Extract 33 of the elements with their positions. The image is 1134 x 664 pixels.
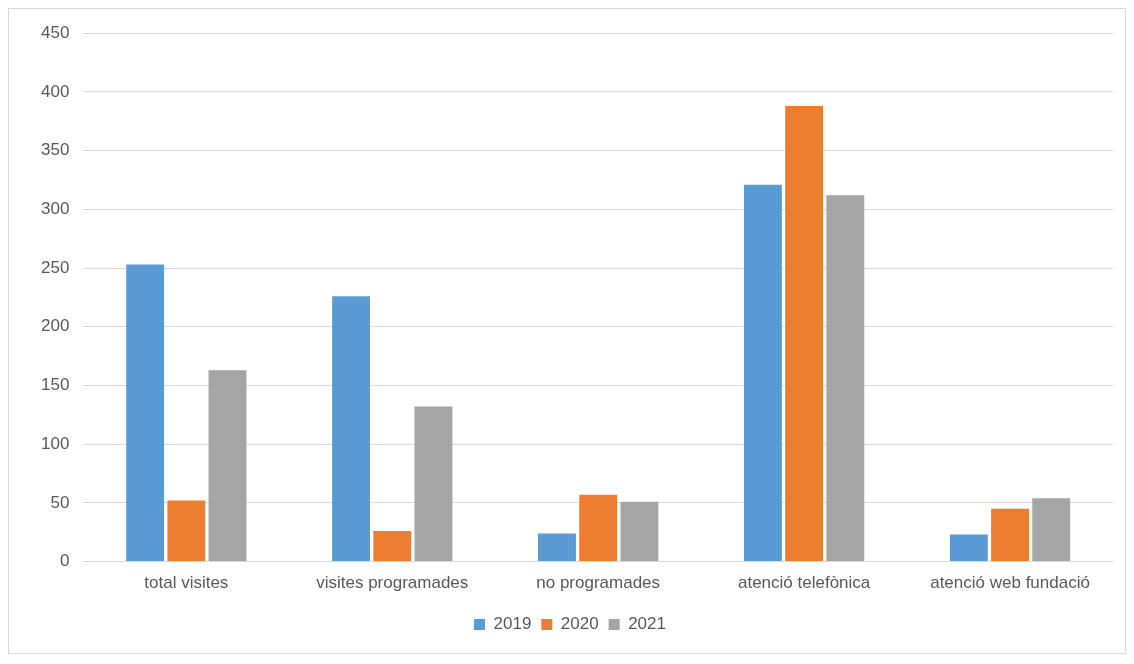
y-tick-label: 0 bbox=[59, 551, 70, 571]
legend-label: 2020 bbox=[560, 614, 599, 634]
bar bbox=[538, 533, 576, 562]
bar bbox=[373, 531, 412, 562]
bar bbox=[785, 106, 824, 562]
x-tick-label: atenció telefònica bbox=[737, 573, 871, 593]
legend-label: 2019 bbox=[493, 614, 532, 634]
legend-label: 2021 bbox=[628, 614, 666, 634]
y-tick-label: 100 bbox=[40, 433, 70, 453]
bar bbox=[208, 370, 247, 562]
y-tick-label: 400 bbox=[40, 81, 70, 101]
bar bbox=[332, 296, 371, 562]
bar bbox=[620, 501, 659, 562]
y-tick-label: 450 bbox=[40, 22, 70, 42]
y-tick-label: 150 bbox=[40, 375, 70, 395]
bar bbox=[743, 184, 782, 562]
bar bbox=[414, 406, 453, 562]
y-tick-label: 50 bbox=[50, 492, 70, 512]
bar bbox=[167, 500, 206, 562]
x-tick-label: no programades bbox=[536, 573, 661, 593]
y-tick-label: 200 bbox=[40, 316, 70, 336]
x-tick-label: total visites bbox=[144, 573, 229, 593]
y-tick-label: 300 bbox=[40, 199, 70, 219]
bar bbox=[826, 195, 865, 562]
y-tick-label: 250 bbox=[40, 257, 70, 277]
y-tick-label: 350 bbox=[40, 140, 70, 160]
bar bbox=[579, 494, 618, 562]
bar bbox=[1032, 498, 1071, 562]
bar bbox=[991, 508, 1029, 562]
bar bbox=[949, 534, 988, 562]
bar bbox=[126, 264, 165, 562]
x-tick-label: visites programades bbox=[316, 573, 469, 593]
x-tick-label: atenció web fundació bbox=[930, 573, 1090, 593]
